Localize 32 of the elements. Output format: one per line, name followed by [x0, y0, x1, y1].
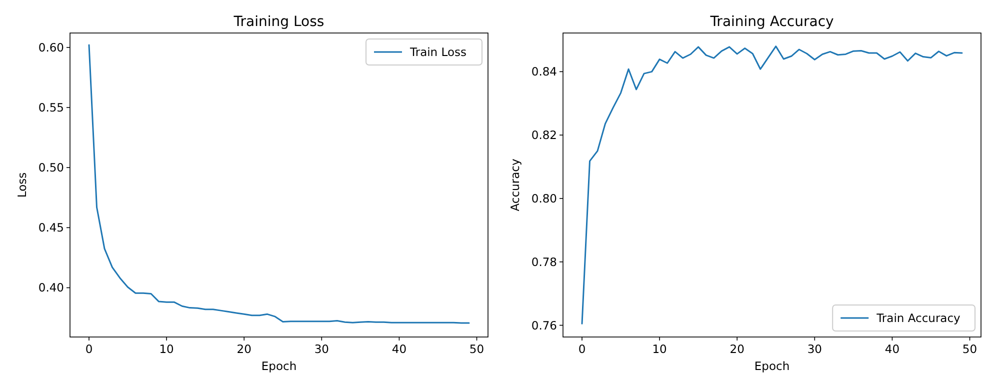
- line-series: [581, 46, 963, 324]
- x-tick-label: 40: [884, 342, 900, 356]
- y-tick-label: 0.82: [531, 128, 557, 142]
- x-tick-label: 40: [392, 342, 407, 356]
- x-tick-label: 50: [962, 342, 978, 356]
- y-tick-label: 0.40: [38, 280, 64, 295]
- y-axis-title: Loss: [15, 172, 29, 198]
- x-tick-label: 50: [469, 342, 484, 356]
- x-tick-label: 0: [578, 342, 586, 356]
- x-tick-label: 0: [85, 342, 93, 356]
- legend-label: Train Accuracy: [876, 311, 961, 325]
- y-tick-label: 0.60: [38, 40, 64, 54]
- y-tick-label: 0.76: [531, 318, 557, 332]
- chart-title: Training Loss: [232, 14, 324, 30]
- y-tick-label: 0.84: [531, 64, 557, 79]
- legend-label: Train Loss: [409, 45, 466, 59]
- x-tick-label: 20: [236, 342, 252, 356]
- x-axis-title: Epoch: [754, 359, 790, 373]
- x-tick-label: 30: [807, 342, 822, 356]
- y-tick-label: 0.50: [38, 160, 64, 175]
- x-tick-label: 30: [314, 342, 329, 356]
- x-tick-label: 10: [652, 342, 667, 356]
- y-tick-label: 0.78: [531, 254, 557, 269]
- y-axis-title: Accuracy: [508, 158, 522, 212]
- x-tick-label: 10: [159, 342, 174, 356]
- line-series: [88, 44, 470, 324]
- x-tick-label: 20: [730, 342, 744, 356]
- chart-title: Training Accuracy: [709, 14, 834, 30]
- y-tick-label: 0.55: [38, 100, 64, 114]
- x-axis-title: Epoch: [261, 359, 297, 373]
- y-tick-label: 0.45: [38, 220, 64, 235]
- y-tick-label: 0.80: [531, 191, 557, 206]
